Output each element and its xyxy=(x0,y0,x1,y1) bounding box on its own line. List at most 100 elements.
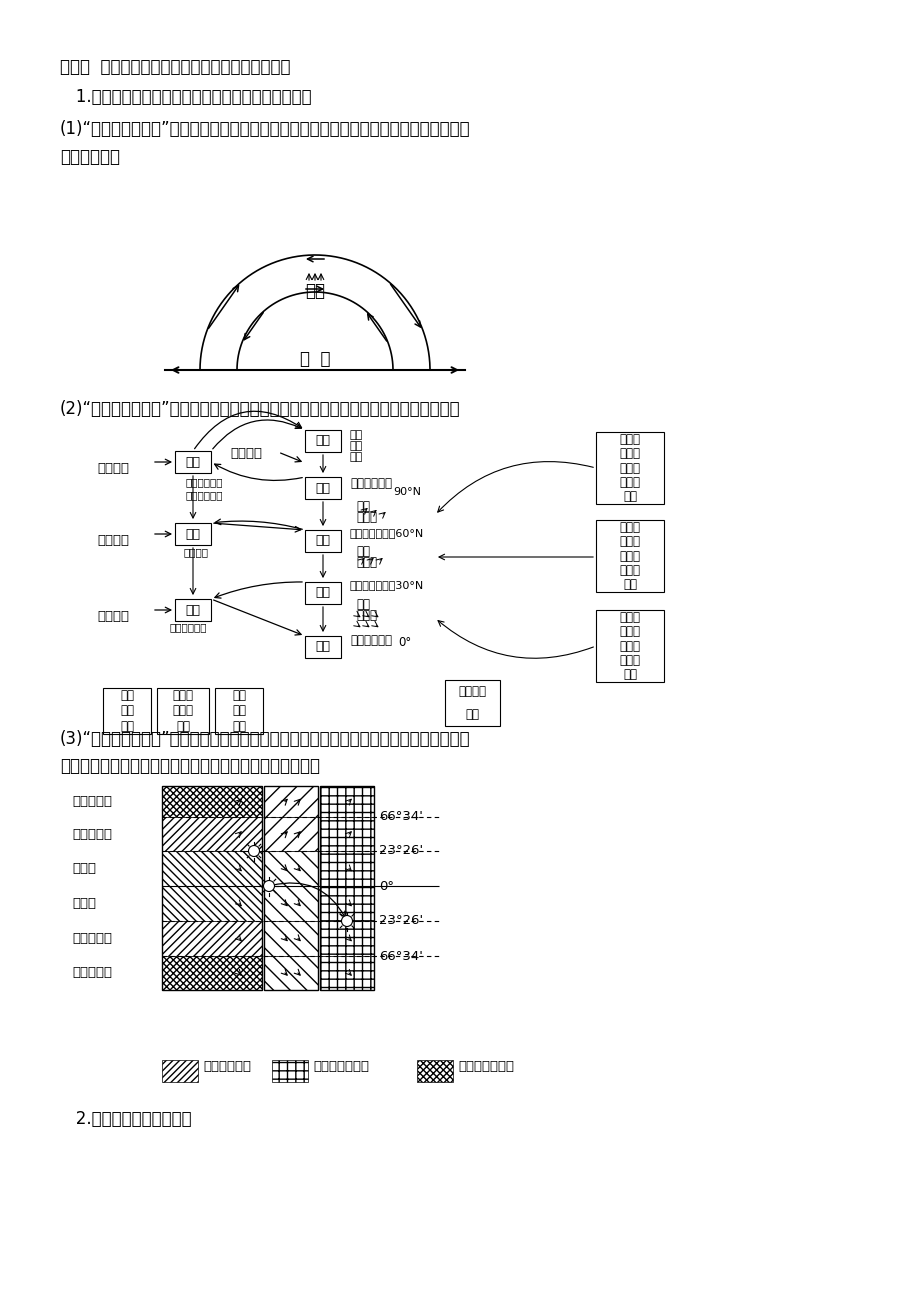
Text: 低纬环流: 低纬环流 xyxy=(96,611,129,622)
Bar xyxy=(162,786,262,816)
Text: 副热带高气压带30°N: 副热带高气压带30°N xyxy=(349,579,424,590)
Bar xyxy=(162,921,262,956)
Text: (2)“地球自转使其偏”：地表性质均一，在地球自转的情况下，形成三圈环流，如下图：: (2)“地球自转使其偏”：地表性质均一，在地球自转的情况下，形成三圈环流，如下图… xyxy=(60,400,460,418)
Text: 向气流: 向气流 xyxy=(173,704,193,717)
Bar xyxy=(596,432,664,504)
Text: 东风带: 东风带 xyxy=(356,510,377,523)
Bar xyxy=(264,786,318,816)
Text: 23°26': 23°26' xyxy=(379,914,423,927)
Bar xyxy=(305,430,341,452)
Text: 考点一  气压带、风带的形成、分布及对气候的影响: 考点一 气压带、风带的形成、分布及对气候的影响 xyxy=(60,59,290,76)
Bar xyxy=(162,816,262,852)
Text: 风带: 风带 xyxy=(465,708,479,721)
Text: 副极地低气压带60°N: 副极地低气压带60°N xyxy=(349,529,424,538)
Bar xyxy=(162,1060,198,1082)
Text: 极地东风带: 极地东风带 xyxy=(72,796,112,809)
Text: (1)“冷热不均使其动”：假设地球不自转，地表性质均一，在极地与赤道间形成单圈闭合环: (1)“冷热不均使其动”：假设地球不自转，地表性质均一，在极地与赤道间形成单圈闭… xyxy=(60,120,471,138)
Text: 极地: 极地 xyxy=(305,283,324,299)
Bar xyxy=(320,786,374,816)
Text: 状况: 状况 xyxy=(232,720,245,733)
Text: 盛行西风带: 盛行西风带 xyxy=(72,828,112,841)
Bar xyxy=(175,599,210,621)
Text: 66°34': 66°34' xyxy=(379,949,423,962)
Bar xyxy=(215,687,263,734)
Text: 收缩: 收缩 xyxy=(349,430,363,440)
Circle shape xyxy=(341,915,352,927)
Text: 气压带、: 气压带、 xyxy=(458,685,486,698)
Bar xyxy=(175,450,210,473)
Text: 到冷重气流上: 到冷重气流上 xyxy=(186,490,223,500)
Text: 高压: 高压 xyxy=(186,456,200,469)
Text: 点南北移动的情况下，气压带、风带随季节有规律地移动。: 点南北移动的情况下，气压带、风带随季节有规律地移动。 xyxy=(60,756,320,775)
Text: 信风带: 信风带 xyxy=(72,897,96,910)
Text: 南风作: 南风作 xyxy=(618,549,640,562)
Bar xyxy=(264,852,318,885)
Text: 高纬环流: 高纬环流 xyxy=(230,447,262,460)
Bar xyxy=(162,786,262,990)
Bar xyxy=(305,477,341,499)
Bar xyxy=(264,786,318,990)
Text: 23°26': 23°26' xyxy=(379,845,423,858)
Text: 2.图示气压带、风带分布: 2.图示气压带、风带分布 xyxy=(60,1111,191,1128)
Text: 赤  道: 赤 道 xyxy=(300,350,330,368)
Text: 低空: 低空 xyxy=(232,689,245,702)
Text: 受热膨胀上升: 受热膨胀上升 xyxy=(170,622,208,631)
Text: 极地高气压带: 极地高气压带 xyxy=(349,477,391,490)
Circle shape xyxy=(248,845,259,857)
Text: 气压: 气压 xyxy=(119,704,134,717)
Bar xyxy=(272,1060,308,1082)
Bar xyxy=(320,852,374,885)
Bar xyxy=(305,530,341,552)
Text: 冷却: 冷却 xyxy=(349,441,363,450)
Text: 向力把: 向力把 xyxy=(618,535,640,548)
Text: 下沉: 下沉 xyxy=(349,452,363,462)
Bar xyxy=(162,956,262,990)
Bar xyxy=(305,582,341,604)
Text: 高压: 高压 xyxy=(315,586,330,599)
Text: 地转偏: 地转偏 xyxy=(618,521,640,534)
Bar xyxy=(320,885,374,921)
Bar xyxy=(320,816,374,852)
Text: 极地东风带: 极地东风带 xyxy=(72,966,112,979)
Text: 堆积下沉: 堆积下沉 xyxy=(184,547,209,557)
Bar xyxy=(416,1060,452,1082)
Bar xyxy=(320,956,374,990)
Text: 极地: 极地 xyxy=(356,500,369,513)
Text: 北风: 北风 xyxy=(622,491,636,504)
Text: 北风作: 北风作 xyxy=(618,639,640,652)
Text: 低压: 低压 xyxy=(315,641,330,654)
Text: 状况: 状况 xyxy=(119,720,134,733)
Text: 垂直方: 垂直方 xyxy=(173,689,193,702)
Text: 盛行西风带: 盛行西风带 xyxy=(72,932,112,945)
Bar xyxy=(162,885,262,921)
Bar xyxy=(445,680,499,727)
Text: 副热带高气压带: 副热带高气压带 xyxy=(312,1060,369,1073)
Text: 副极地低气压带: 副极地低气压带 xyxy=(458,1060,514,1073)
Bar xyxy=(320,786,374,990)
Text: 0°: 0° xyxy=(398,635,411,648)
Text: 高压: 高压 xyxy=(186,604,200,617)
Bar xyxy=(305,635,341,658)
Text: 南风: 南风 xyxy=(622,578,636,591)
Text: 北风作: 北风作 xyxy=(618,461,640,474)
Circle shape xyxy=(263,880,274,892)
Text: 地转偏: 地转偏 xyxy=(618,432,640,445)
Text: 运动: 运动 xyxy=(176,720,190,733)
Text: 气压: 气压 xyxy=(232,704,245,717)
Bar xyxy=(264,885,318,921)
Text: 盛行: 盛行 xyxy=(356,546,369,559)
Text: 北风: 北风 xyxy=(622,668,636,681)
Text: 低压: 低压 xyxy=(315,535,330,548)
Text: 用为东: 用为东 xyxy=(618,477,640,488)
Bar xyxy=(162,852,262,885)
Bar xyxy=(596,519,664,592)
Text: 东北: 东北 xyxy=(356,598,369,611)
Bar xyxy=(320,921,374,956)
Text: 用为东: 用为东 xyxy=(618,654,640,667)
Text: 赤道低气压带: 赤道低气压带 xyxy=(203,1060,251,1073)
Text: 中纬环流: 中纬环流 xyxy=(96,534,129,547)
Text: 地转偏: 地转偏 xyxy=(618,611,640,624)
Text: 66°34': 66°34' xyxy=(379,811,423,823)
Text: 用为西: 用为西 xyxy=(618,564,640,577)
Text: (3)“地球公转使其移”：地球公转使太阳直射点随季节南北移动，地表性质均一，太阳直射: (3)“地球公转使其移”：地球公转使太阳直射点随季节南北移动，地表性质均一，太阳… xyxy=(60,730,471,749)
